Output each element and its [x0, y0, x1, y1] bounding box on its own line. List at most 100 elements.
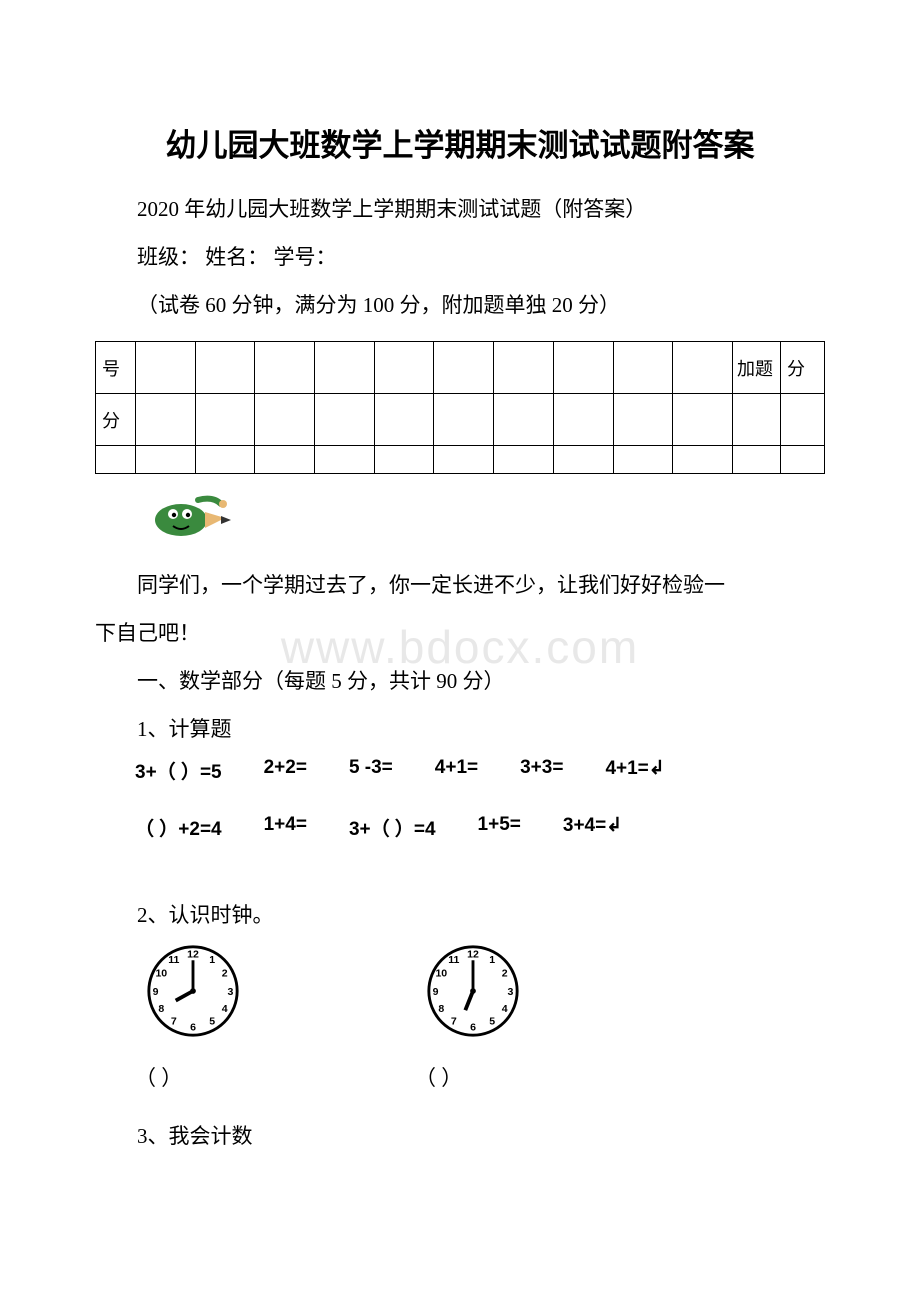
cell-blank — [494, 446, 554, 474]
score-table: 号 加题 分 分 — [95, 341, 825, 474]
svg-text:1: 1 — [209, 954, 215, 966]
cell-blank — [195, 446, 255, 474]
svg-text:12: 12 — [187, 948, 199, 960]
cell-blank — [553, 394, 613, 446]
q1-label: 1、计算题 — [95, 713, 825, 743]
svg-text:8: 8 — [438, 1003, 444, 1015]
eq-row-2: （ ）+2=4 1+4= 3+（ ）=4 1+5= 3+4=↲ — [135, 814, 825, 841]
cell-extra: 加题 — [733, 342, 781, 394]
cell-blank — [255, 342, 315, 394]
svg-text:11: 11 — [448, 954, 459, 966]
cell-blank — [781, 394, 825, 446]
clock-2: 1212 345 678 91011 — [415, 943, 695, 1044]
svg-text:9: 9 — [153, 986, 159, 998]
cell-label: 号 — [96, 342, 136, 394]
main-title: 幼儿园大班数学上学期期末测试试题附答案 — [95, 120, 825, 165]
svg-text:5: 5 — [209, 1016, 215, 1028]
cell-blank — [434, 342, 494, 394]
q2-label: 2、认识时钟。 — [95, 899, 825, 929]
paren-2: （ ） — [415, 1062, 462, 1092]
clocks-row: 1212 345 678 91011 1212 345 678 91011 — [135, 943, 825, 1044]
page-content: 幼儿园大班数学上学期期末测试试题附答案 2020 年幼儿园大班数学上学期期末测试… — [95, 120, 825, 1150]
cell-total: 分 — [781, 342, 825, 394]
cell-blank — [494, 342, 554, 394]
paren-1: （ ） — [135, 1062, 415, 1092]
cell-blank — [553, 342, 613, 394]
equation: 3+3= — [520, 757, 563, 784]
equation: 1+4= — [264, 814, 307, 841]
cell-blank — [255, 394, 315, 446]
cell-blank — [195, 394, 255, 446]
section-1-head: 一、数学部分（每题 5 分，共计 90 分） — [95, 665, 825, 695]
clock-answers: （ ） （ ） — [135, 1062, 825, 1092]
cell-blank — [434, 394, 494, 446]
cell-blank — [494, 394, 554, 446]
equation: 1+5= — [478, 814, 521, 841]
cell-blank — [374, 446, 434, 474]
svg-text:7: 7 — [451, 1016, 457, 1028]
cell-label: 分 — [96, 394, 136, 446]
cell-blank — [136, 394, 196, 446]
svg-text:7: 7 — [171, 1016, 177, 1028]
cell-blank — [315, 342, 375, 394]
svg-text:2: 2 — [222, 968, 228, 980]
svg-text:8: 8 — [158, 1003, 164, 1015]
cell-blank — [434, 446, 494, 474]
clock-1: 1212 345 678 91011 — [135, 943, 415, 1044]
svg-text:4: 4 — [502, 1003, 508, 1015]
equations-block: 3+（ ）=5 2+2= 5 -3= 4+1= 3+3= 4+1=↲ （ ）+2… — [135, 757, 825, 871]
cell-blank — [255, 446, 315, 474]
svg-text:12: 12 — [467, 948, 479, 960]
cell-blank — [374, 394, 434, 446]
cell-blank — [613, 446, 673, 474]
equation: 4+1=↲ — [605, 757, 664, 784]
q3-label: 3、我会计数 — [95, 1120, 825, 1150]
equation: （ ）+2=4 — [135, 814, 222, 841]
equation: 5 -3= — [349, 757, 393, 784]
timing-info: （试卷 60 分钟，满分为 100 分，附加题单独 20 分） — [95, 289, 825, 319]
cell-blank — [781, 446, 825, 474]
intro-line2: 下自己吧！ — [95, 617, 825, 647]
svg-text:4: 4 — [222, 1003, 228, 1015]
svg-text:3: 3 — [508, 986, 514, 998]
cell-blank — [733, 394, 781, 446]
table-row — [96, 446, 825, 474]
cell-blank — [613, 342, 673, 394]
pencil-icon — [143, 490, 825, 555]
cell-blank — [195, 342, 255, 394]
equation: 3+（ ）=5 — [135, 757, 222, 784]
equation: 3+4=↲ — [563, 814, 622, 841]
svg-text:10: 10 — [155, 968, 167, 980]
cell-blank — [136, 342, 196, 394]
cell-blank — [374, 342, 434, 394]
table-row: 分 — [96, 394, 825, 446]
cell-blank — [96, 446, 136, 474]
svg-text:1: 1 — [489, 954, 495, 966]
cell-blank — [673, 342, 733, 394]
cell-blank — [673, 394, 733, 446]
intro-line1: 同学们，一个学期过去了，你一定长进不少，让我们好好检验一 — [95, 569, 825, 599]
cell-blank — [673, 446, 733, 474]
intro-text-1: 同学们，一个学期过去了，你一定长进不少，让我们好好检验一 — [137, 573, 725, 597]
cell-blank — [315, 446, 375, 474]
svg-text:9: 9 — [433, 986, 439, 998]
svg-text:5: 5 — [489, 1016, 495, 1028]
svg-text:11: 11 — [168, 954, 179, 966]
cell-blank — [136, 446, 196, 474]
cell-blank — [315, 394, 375, 446]
svg-text:10: 10 — [435, 968, 447, 980]
table-row: 号 加题 分 — [96, 342, 825, 394]
cell-blank — [553, 446, 613, 474]
svg-text:3: 3 — [228, 986, 234, 998]
subtitle: 2020 年幼儿园大班数学上学期期末测试试题（附答案） — [95, 193, 825, 223]
svg-text:2: 2 — [502, 968, 508, 980]
student-info-line: 班级： 姓名： 学号： — [95, 241, 825, 271]
cell-blank — [613, 394, 673, 446]
cell-blank — [733, 446, 781, 474]
svg-text:6: 6 — [470, 1021, 476, 1033]
svg-text:6: 6 — [190, 1021, 196, 1033]
equation: 2+2= — [264, 757, 307, 784]
equation: 3+（ ）=4 — [349, 814, 436, 841]
eq-row-1: 3+（ ）=5 2+2= 5 -3= 4+1= 3+3= 4+1=↲ — [135, 757, 825, 784]
equation: 4+1= — [435, 757, 478, 784]
